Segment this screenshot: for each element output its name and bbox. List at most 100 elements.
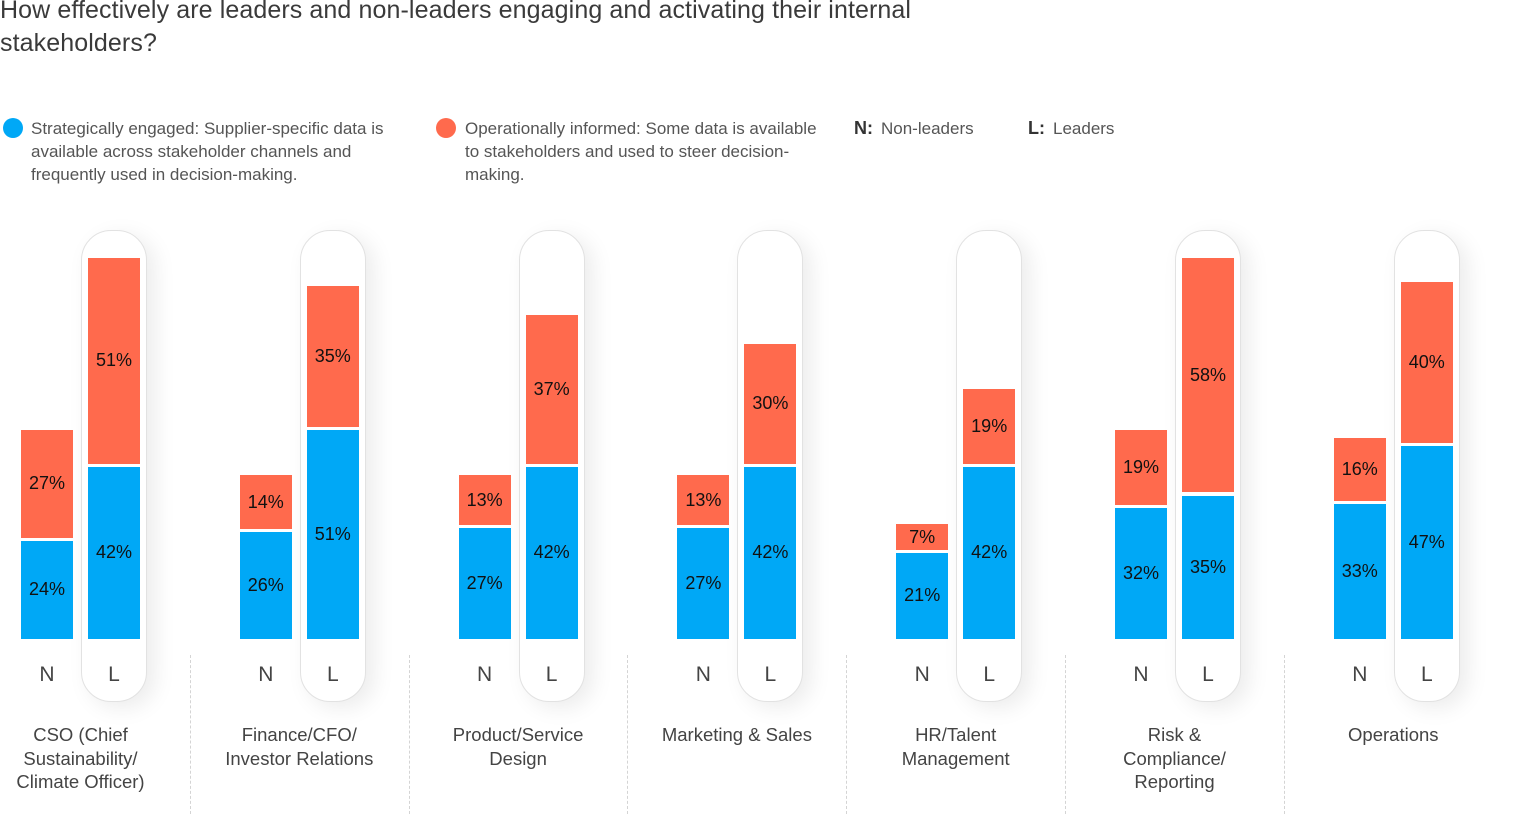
axis-label-leaders: L — [1420, 663, 1433, 686]
data-label: 7% — [909, 526, 936, 547]
data-label: 58% — [1189, 364, 1227, 385]
data-label: 37% — [533, 378, 570, 399]
category-label: Operations — [1348, 724, 1439, 745]
chart-title: How effectively are leaders and non-lead… — [0, 0, 912, 57]
legend-operational-circle-icon — [436, 118, 456, 138]
data-label: 47% — [1408, 532, 1445, 553]
bar-segment-operational-nonleaders: 7% — [896, 524, 949, 550]
axis-label-nonleaders: N — [1352, 663, 1368, 686]
group-divider — [1283, 655, 1285, 814]
data-label: 30% — [752, 393, 789, 414]
axis-label-nonleaders: N — [695, 663, 711, 686]
axis-label-leaders: L — [545, 663, 558, 686]
bar-segment-strategic-leaders: 47% — [1400, 446, 1453, 639]
data-label: 13% — [685, 489, 722, 510]
category-label: Finance/CFO/ Investor Relations — [225, 724, 374, 769]
bar-segment-operational-nonleaders: 14% — [239, 475, 292, 530]
bar-segment-strategic-nonleaders: 33% — [1333, 503, 1386, 639]
data-label: 27% — [466, 573, 503, 594]
axis-label-leaders: L — [1202, 663, 1214, 686]
data-label: 42% — [95, 542, 133, 563]
axis-label-leaders: L — [983, 663, 996, 686]
bar-segment-operational-leaders: 40% — [1400, 282, 1453, 444]
legend-key-nonleaders: N: Non-leaders — [854, 117, 974, 140]
category-label: Risk & Compliance/ Reporting — [1123, 724, 1226, 792]
category-label: Marketing & Sales — [661, 724, 812, 745]
bar-segment-operational-leaders: 30% — [744, 343, 797, 464]
bar-segment-operational-leaders: 58% — [1182, 257, 1234, 493]
category-label: HR/Talent Management — [901, 724, 1010, 769]
axis-label-nonleaders: N — [477, 663, 493, 686]
axis-label-leaders: L — [108, 663, 120, 686]
group-divider — [408, 655, 410, 814]
bar-segment-operational-nonleaders: 16% — [1333, 438, 1386, 501]
data-label: 32% — [1122, 562, 1160, 583]
axis-label-nonleaders: N — [39, 663, 55, 686]
bar-segment-operational-nonleaders: 19% — [1115, 429, 1167, 505]
bar-segment-strategic-nonleaders: 27% — [458, 528, 511, 639]
bar-segment-strategic-nonleaders: 26% — [239, 532, 292, 639]
bar-segment-strategic-nonleaders: 24% — [21, 540, 73, 639]
data-label: 24% — [28, 579, 66, 600]
bar-segment-operational-nonleaders: 13% — [677, 475, 730, 526]
bar-segment-strategic-leaders: 42% — [525, 466, 578, 639]
bar-segment-operational-leaders: 37% — [525, 315, 578, 464]
bar-segment-strategic-leaders: 42% — [88, 466, 140, 639]
group-divider — [627, 655, 629, 814]
data-label: 42% — [533, 542, 570, 563]
category-label: CSO (Chief Sustainability/ Climate Offic… — [16, 724, 145, 792]
bar-segment-strategic-leaders: 51% — [306, 429, 359, 639]
data-label: 42% — [971, 542, 1008, 563]
legend-strategic-circle-icon — [3, 118, 23, 138]
axis-label-leaders: L — [764, 663, 777, 686]
legend-key-l-abbr: L: — [1028, 118, 1045, 138]
legend-key-n-meaning: Non-leaders — [881, 119, 974, 138]
data-label: 33% — [1341, 560, 1378, 581]
bar-segment-strategic-leaders: 42% — [963, 466, 1016, 639]
data-label: 51% — [314, 523, 351, 544]
data-label: 40% — [1408, 352, 1445, 373]
bar-segment-strategic-leaders: 42% — [744, 466, 797, 639]
data-label: 42% — [752, 542, 789, 563]
bar-segment-strategic-leaders: 35% — [1182, 495, 1234, 639]
legend-operational-label: Operationally informed: Some data is ava… — [465, 119, 817, 184]
data-label: 26% — [247, 575, 284, 596]
bar-segment-operational-nonleaders: 13% — [458, 475, 511, 526]
data-label: 13% — [466, 489, 503, 510]
data-label: 35% — [1189, 556, 1227, 577]
data-label: 19% — [1122, 456, 1160, 477]
bar-segment-strategic-nonleaders: 32% — [1115, 507, 1167, 639]
axis-label-nonleaders: N — [1133, 663, 1149, 686]
bar-segment-operational-leaders: 51% — [88, 257, 140, 464]
data-label: 35% — [314, 346, 351, 367]
axis-label-nonleaders: N — [258, 663, 274, 686]
group-divider — [846, 655, 848, 814]
data-label: 27% — [28, 473, 66, 494]
category-label: Product/Service Design — [452, 724, 584, 769]
data-label: 14% — [247, 491, 284, 512]
data-label: 27% — [685, 573, 722, 594]
bar-segment-strategic-nonleaders: 21% — [896, 552, 949, 639]
legend-strategic-label: Strategically engaged: Supplier-specific… — [31, 119, 384, 184]
legend-key-l-meaning: Leaders — [1053, 119, 1115, 138]
bar-segment-operational-nonleaders: 27% — [21, 429, 73, 538]
bar-segment-operational-leaders: 19% — [963, 388, 1016, 464]
bar-segment-strategic-nonleaders: 27% — [677, 528, 730, 639]
data-label: 19% — [971, 415, 1008, 436]
axis-label-leaders: L — [326, 663, 339, 686]
group-divider — [189, 655, 191, 814]
bar-segment-operational-leaders: 35% — [306, 286, 359, 427]
data-label: 51% — [95, 350, 133, 371]
data-label: 21% — [904, 585, 941, 606]
group-divider — [1065, 655, 1066, 814]
axis-label-nonleaders: N — [914, 663, 930, 686]
legend-key-n-abbr: N: — [854, 118, 873, 138]
